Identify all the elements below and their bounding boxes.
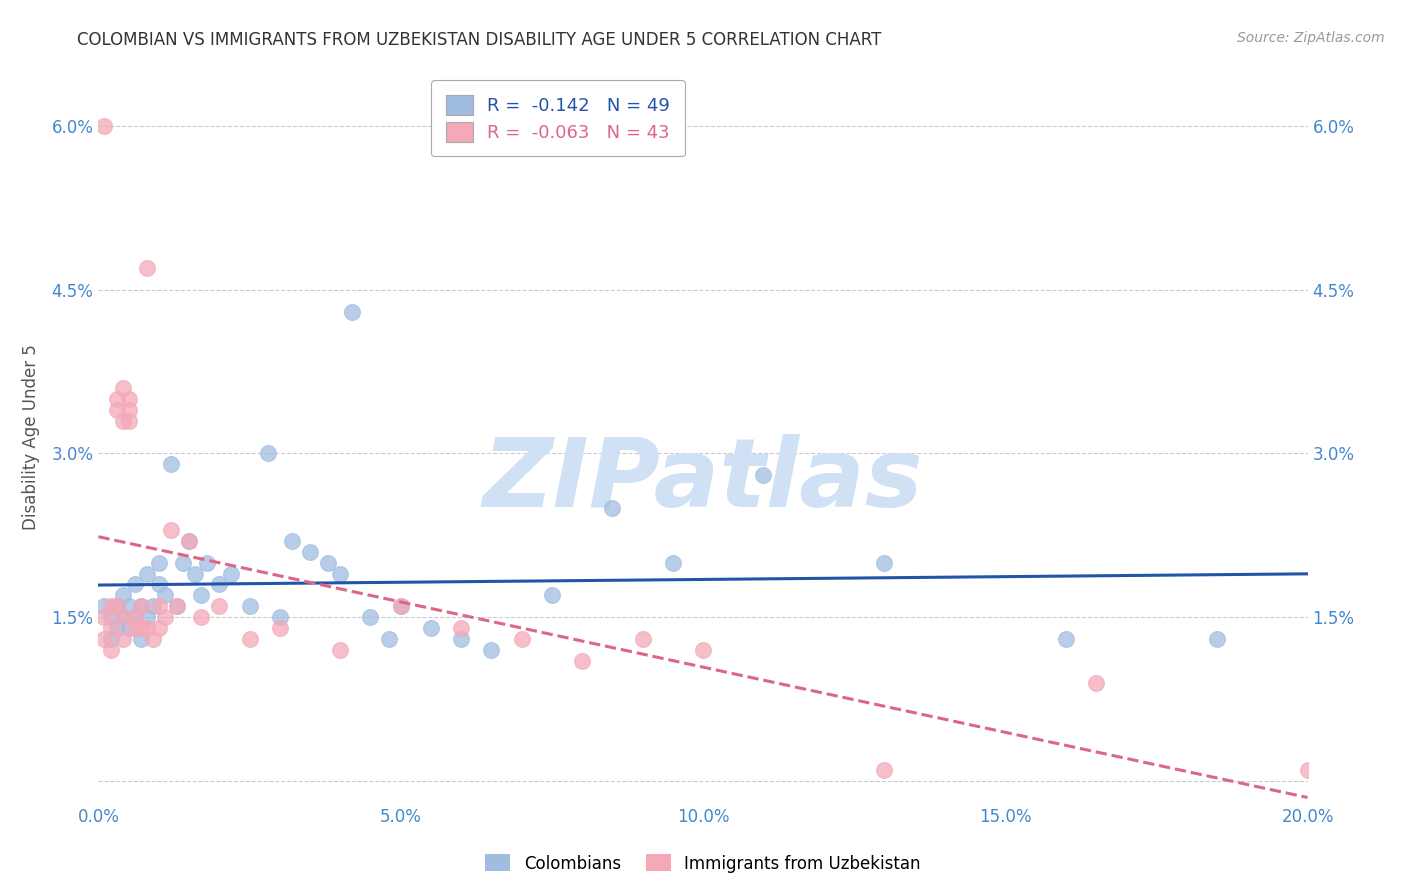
Point	[148, 577, 170, 591]
Point	[281, 533, 304, 548]
Point	[299, 545, 322, 559]
Point	[118, 599, 141, 614]
Point	[135, 260, 157, 275]
Point	[105, 621, 128, 635]
Point	[239, 599, 262, 614]
Legend: Colombians, Immigrants from Uzbekistan: Colombians, Immigrants from Uzbekistan	[478, 847, 928, 880]
Point	[602, 501, 624, 516]
Point	[93, 599, 115, 614]
Text: COLOMBIAN VS IMMIGRANTS FROM UZBEKISTAN DISABILITY AGE UNDER 5 CORRELATION CHART: COLOMBIAN VS IMMIGRANTS FROM UZBEKISTAN …	[77, 31, 882, 49]
Legend: R =  -0.142   N = 49, R =  -0.063   N = 43: R = -0.142 N = 49, R = -0.063 N = 43	[432, 80, 685, 156]
Point	[129, 599, 152, 614]
Point	[105, 392, 128, 406]
Point	[129, 599, 152, 614]
Point	[153, 610, 176, 624]
Point	[93, 119, 115, 133]
Point	[239, 632, 262, 646]
Point	[873, 763, 896, 777]
Point	[129, 632, 152, 646]
Point	[269, 621, 291, 635]
Point	[166, 599, 188, 614]
Point	[105, 599, 128, 614]
Point	[111, 588, 134, 602]
Point	[129, 621, 152, 635]
Point	[100, 610, 122, 624]
Point	[124, 610, 146, 624]
Point	[481, 643, 503, 657]
Point	[510, 632, 533, 646]
Point	[166, 599, 188, 614]
Point	[135, 610, 157, 624]
Point	[190, 610, 212, 624]
Point	[111, 610, 134, 624]
Point	[124, 610, 146, 624]
Point	[1296, 763, 1319, 777]
Point	[450, 632, 472, 646]
Point	[111, 414, 134, 428]
Text: ZIPatlas: ZIPatlas	[482, 434, 924, 527]
Point	[118, 392, 141, 406]
Point	[342, 304, 364, 318]
Point	[118, 414, 141, 428]
Point	[124, 621, 146, 635]
Point	[208, 599, 231, 614]
Point	[179, 533, 201, 548]
Point	[360, 610, 382, 624]
Point	[142, 632, 165, 646]
Point	[135, 566, 157, 581]
Point	[100, 621, 122, 635]
Point	[100, 632, 122, 646]
Point	[93, 610, 115, 624]
Point	[571, 654, 593, 668]
Point	[111, 381, 134, 395]
Point	[221, 566, 243, 581]
Point	[208, 577, 231, 591]
Point	[111, 610, 134, 624]
Point	[184, 566, 207, 581]
Point	[148, 621, 170, 635]
Point	[160, 458, 183, 472]
Point	[142, 599, 165, 614]
Point	[190, 588, 212, 602]
Point	[377, 632, 399, 646]
Point	[1085, 675, 1108, 690]
Point	[148, 556, 170, 570]
Point	[1206, 632, 1229, 646]
Point	[118, 621, 141, 635]
Point	[111, 632, 134, 646]
Point	[692, 643, 714, 657]
Point	[100, 599, 122, 614]
Point	[153, 588, 176, 602]
Point	[135, 621, 157, 635]
Point	[389, 599, 412, 614]
Point	[873, 556, 896, 570]
Point	[105, 599, 128, 614]
Point	[420, 621, 443, 635]
Point	[195, 556, 218, 570]
Point	[1054, 632, 1077, 646]
Point	[118, 402, 141, 417]
Point	[661, 556, 683, 570]
Point	[100, 643, 122, 657]
Point	[329, 643, 352, 657]
Point	[631, 632, 654, 646]
Point	[148, 599, 170, 614]
Text: Source: ZipAtlas.com: Source: ZipAtlas.com	[1237, 31, 1385, 45]
Point	[389, 599, 412, 614]
Point	[93, 632, 115, 646]
Point	[540, 588, 562, 602]
Point	[316, 556, 339, 570]
Point	[160, 523, 183, 537]
Point	[105, 402, 128, 417]
Point	[329, 566, 352, 581]
Point	[269, 610, 291, 624]
Point	[256, 446, 278, 460]
Point	[124, 577, 146, 591]
Point	[179, 533, 201, 548]
Point	[450, 621, 472, 635]
Y-axis label: Disability Age Under 5: Disability Age Under 5	[22, 344, 41, 530]
Point	[172, 556, 194, 570]
Point	[752, 468, 775, 483]
